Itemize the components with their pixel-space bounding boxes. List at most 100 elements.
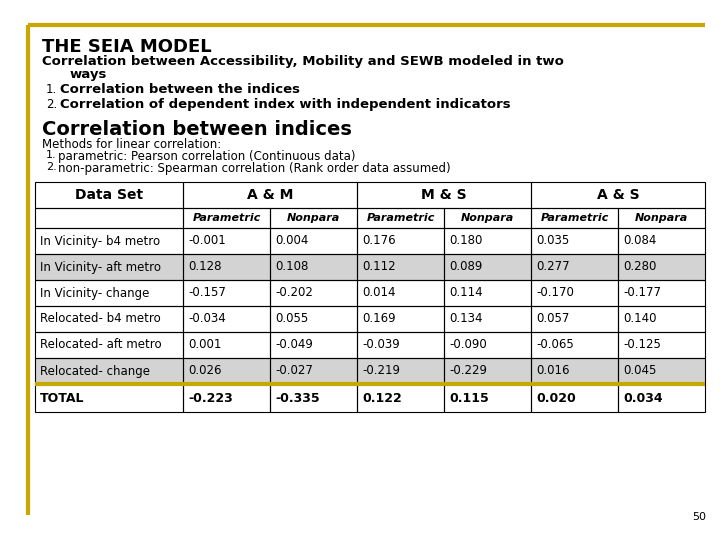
Bar [618,358,705,384]
Text: -0.229: -0.229 [449,364,487,377]
Text: THE SEIA MODEL: THE SEIA MODEL [42,38,212,56]
Text: In Vicinity- aft metro: In Vicinity- aft metro [40,260,161,273]
Bar [270,228,357,254]
Bar [618,228,705,254]
Text: -0.219: -0.219 [362,364,400,377]
Bar [35,228,183,254]
Text: M & S: M & S [421,188,467,202]
Bar [444,228,531,254]
Text: 0.114: 0.114 [449,287,482,300]
Bar [531,332,618,358]
Text: 50: 50 [692,512,706,522]
Bar [531,228,618,254]
Text: 0.277: 0.277 [536,260,570,273]
Bar [183,228,270,254]
Text: -0.177: -0.177 [623,287,661,300]
Text: Parametric: Parametric [192,213,261,223]
Text: Relocated- change: Relocated- change [40,364,150,377]
Bar [618,280,705,306]
Text: Relocated- aft metro: Relocated- aft metro [40,339,161,352]
Text: Correlation between indices: Correlation between indices [42,120,352,139]
Text: -0.335: -0.335 [275,392,320,404]
Bar [35,208,183,228]
Bar [444,332,531,358]
Bar [444,280,531,306]
Bar [618,254,705,280]
Bar [357,208,444,228]
Bar [531,358,618,384]
Bar [183,280,270,306]
Text: -0.202: -0.202 [275,287,313,300]
Bar [531,208,618,228]
Text: 0.001: 0.001 [188,339,221,352]
Text: 0.084: 0.084 [623,234,657,247]
Text: Relocated- b4 metro: Relocated- b4 metro [40,313,161,326]
Bar [183,208,270,228]
Bar [357,228,444,254]
Text: -0.157: -0.157 [188,287,226,300]
Text: 0.016: 0.016 [536,364,570,377]
Text: 0.112: 0.112 [362,260,395,273]
Text: parametric: Pearson correlation (Continuous data): parametric: Pearson correlation (Continu… [58,150,356,163]
Text: 0.014: 0.014 [362,287,395,300]
Bar [183,182,357,208]
Bar [270,208,357,228]
Bar [444,208,531,228]
Text: 0.180: 0.180 [449,234,482,247]
Text: -0.170: -0.170 [536,287,574,300]
Text: ways: ways [70,68,107,81]
Text: -0.065: -0.065 [536,339,574,352]
Bar [618,208,705,228]
Text: 0.140: 0.140 [623,313,657,326]
Text: -0.039: -0.039 [362,339,400,352]
Bar [531,254,618,280]
Bar [531,280,618,306]
Text: 0.035: 0.035 [536,234,570,247]
Text: Nonpara: Nonpara [635,213,688,223]
Bar [357,358,444,384]
Bar [531,254,618,280]
Text: Methods for linear correlation:: Methods for linear correlation: [42,138,221,151]
Text: In Vicinity- b4 metro: In Vicinity- b4 metro [40,234,160,247]
Bar [444,358,531,384]
Bar [183,358,270,384]
Text: -0.090: -0.090 [449,339,487,352]
Bar [270,332,357,358]
Bar [357,384,444,412]
Text: -0.223: -0.223 [188,392,233,404]
Bar [35,254,183,280]
Bar [618,306,705,332]
Bar [35,306,183,332]
Text: A & M: A & M [247,188,293,202]
Text: 0.128: 0.128 [188,260,222,273]
Bar [357,254,444,280]
Text: 2.: 2. [46,98,58,111]
Bar [35,254,183,280]
Bar [270,254,357,280]
Text: 0.115: 0.115 [449,392,489,404]
Bar [270,254,357,280]
Bar [531,182,705,208]
Text: 0.004: 0.004 [275,234,308,247]
Text: Correlation between Accessibility, Mobility and SEWB modeled in two: Correlation between Accessibility, Mobil… [42,55,564,68]
Bar [357,182,531,208]
Text: non-parametric: Spearman correlation (Rank order data assumed): non-parametric: Spearman correlation (Ra… [58,162,451,175]
Text: Parametric: Parametric [366,213,435,223]
Bar [270,384,357,412]
Bar [444,254,531,280]
Text: -0.034: -0.034 [188,313,226,326]
Text: A & S: A & S [597,188,639,202]
Text: 0.280: 0.280 [623,260,657,273]
Bar [618,384,705,412]
Bar [357,332,444,358]
Bar [618,254,705,280]
Text: 0.057: 0.057 [536,313,570,326]
Bar [270,358,357,384]
Bar [35,280,183,306]
Text: 0.176: 0.176 [362,234,395,247]
Bar [270,306,357,332]
Text: 0.045: 0.045 [623,364,657,377]
Bar [357,306,444,332]
Bar [618,332,705,358]
Bar [183,254,270,280]
